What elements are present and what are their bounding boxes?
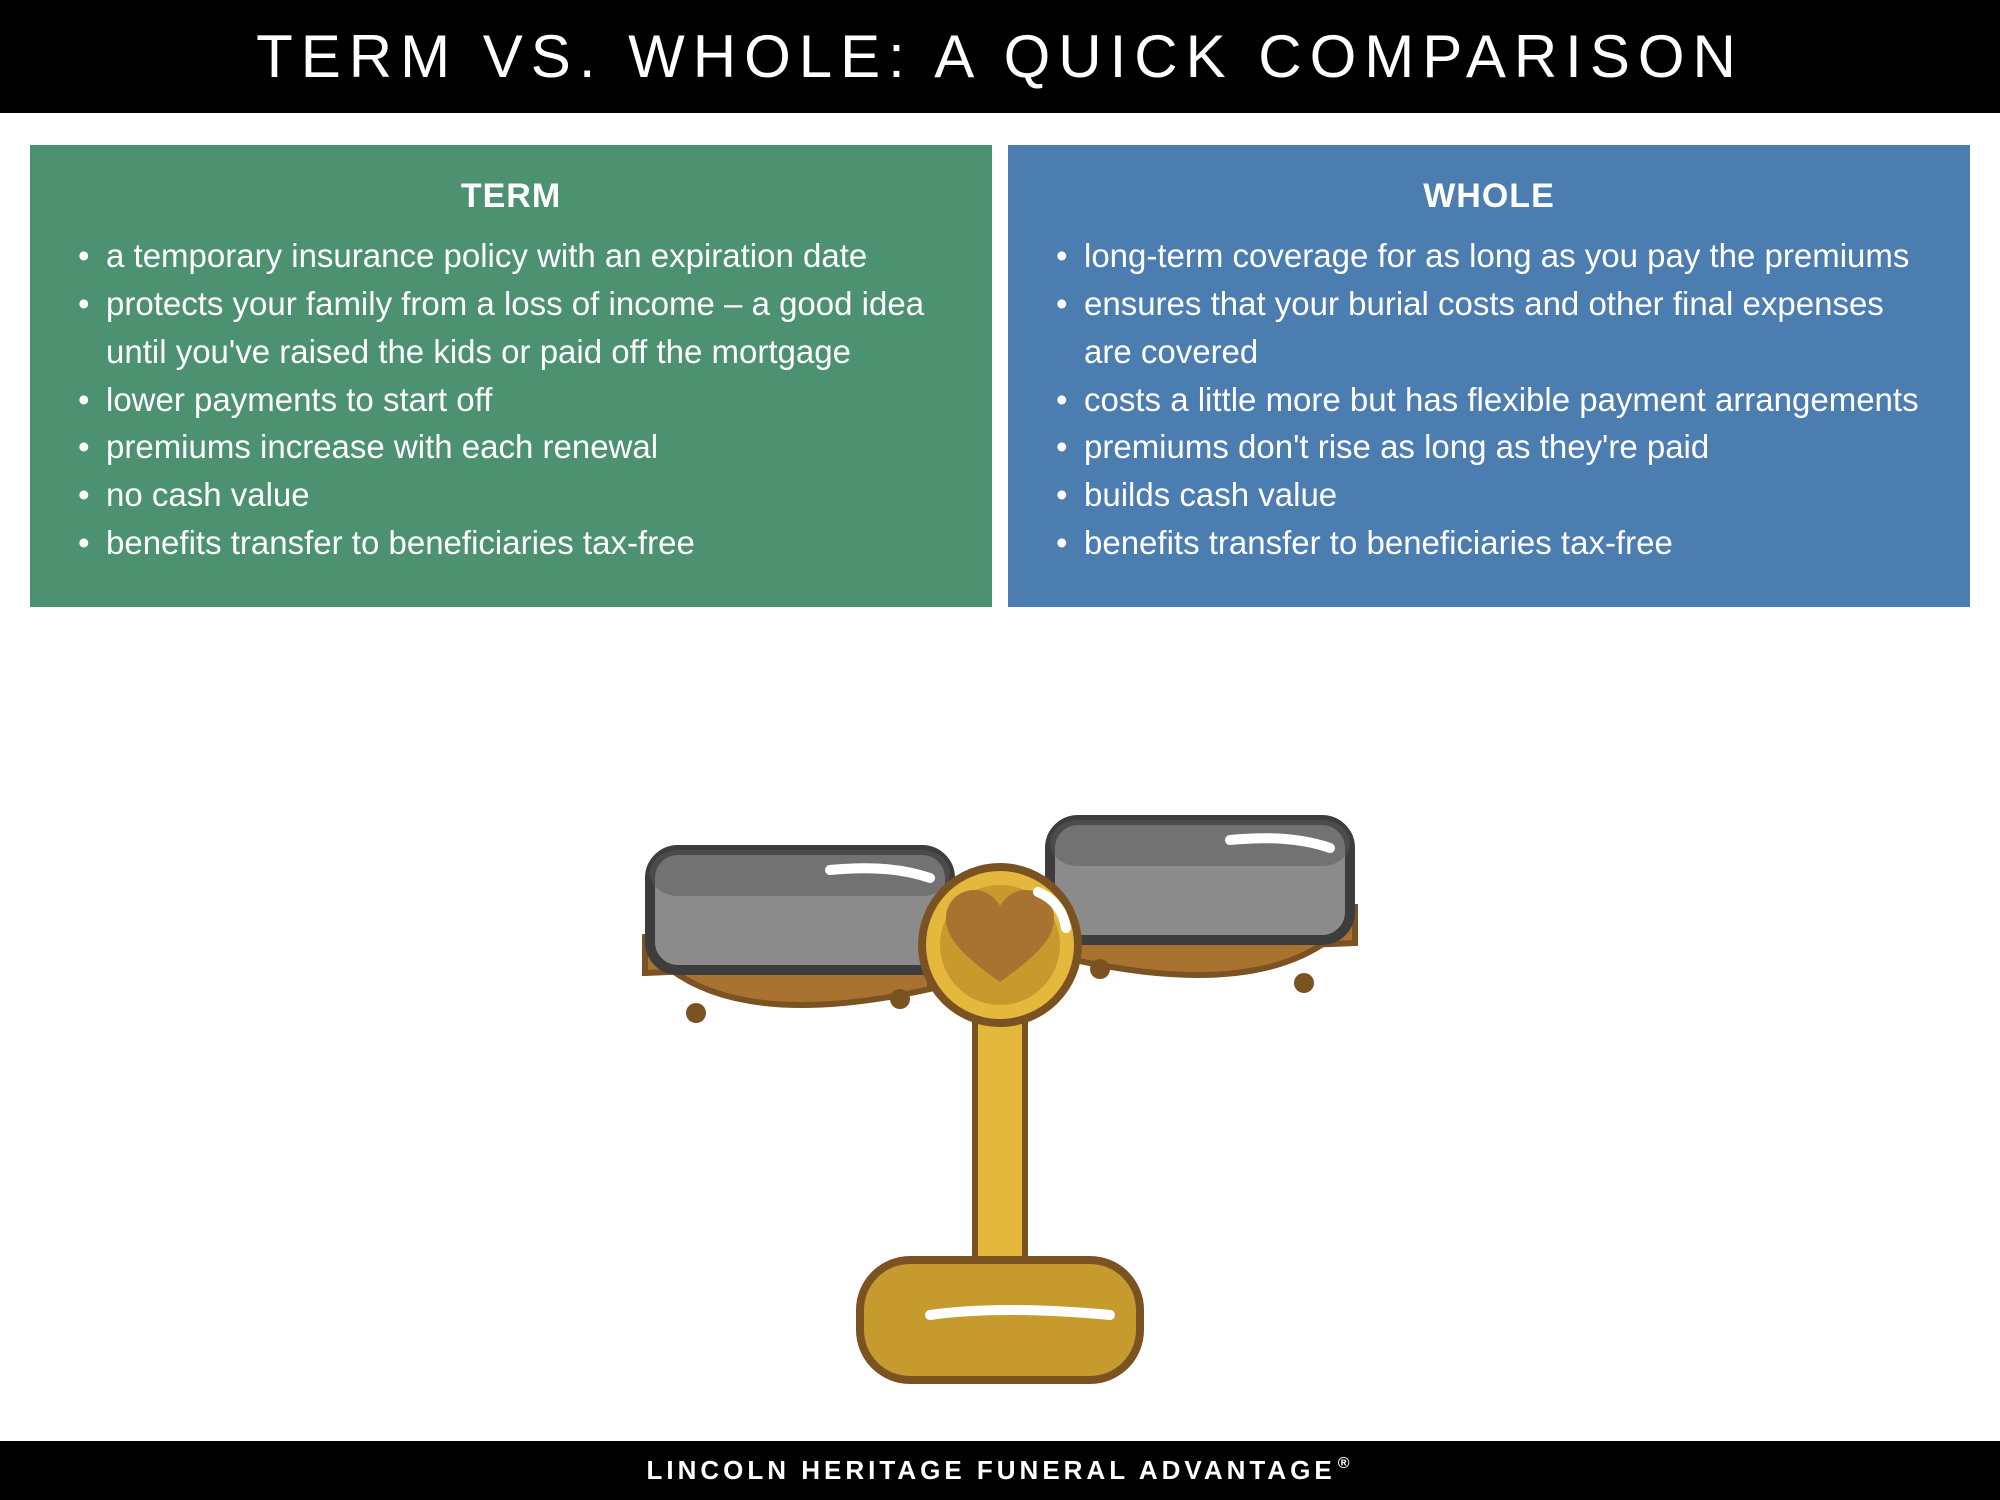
list-item: costs a little more but has flexible pay… <box>1050 376 1934 424</box>
registered-mark: ® <box>1338 1455 1354 1473</box>
list-item: benefits transfer to beneficiaries tax-f… <box>1050 519 1934 567</box>
balance-scale-icon <box>550 760 1450 1400</box>
list-item: long-term coverage for as long as you pa… <box>1050 232 1934 280</box>
list-item: ensures that your burial costs and other… <box>1050 280 1934 376</box>
list-item: benefits transfer to beneficiaries tax-f… <box>72 519 956 567</box>
list-item: a temporary insurance policy with an exp… <box>72 232 956 280</box>
term-card: TERM a temporary insurance policy with a… <box>30 145 992 607</box>
list-item: protects your family from a loss of inco… <box>72 280 956 376</box>
whole-card-title: WHOLE <box>1044 177 1934 216</box>
footer-brand: LINCOLN HERITAGE FUNERAL ADVANTAGE ® <box>646 1455 1353 1486</box>
list-item: premiums increase with each renewal <box>72 423 956 471</box>
header-bar: TERM VS. WHOLE: A QUICK COMPARISON <box>0 0 2000 113</box>
list-item: premiums don't rise as long as they're p… <box>1050 423 1934 471</box>
page-title: TERM VS. WHOLE: A QUICK COMPARISON <box>0 22 2000 91</box>
term-list: a temporary insurance policy with an exp… <box>66 232 956 567</box>
list-item: no cash value <box>72 471 956 519</box>
whole-list: long-term coverage for as long as you pa… <box>1044 232 1934 567</box>
whole-card: WHOLE long-term coverage for as long as … <box>1008 145 1970 607</box>
footer-bar: LINCOLN HERITAGE FUNERAL ADVANTAGE ® <box>0 1441 2000 1500</box>
footer-text: LINCOLN HERITAGE FUNERAL ADVANTAGE <box>646 1455 1335 1486</box>
term-card-title: TERM <box>66 177 956 216</box>
comparison-cards: TERM a temporary insurance policy with a… <box>0 113 2000 607</box>
list-item: builds cash value <box>1050 471 1934 519</box>
list-item: lower payments to start off <box>72 376 956 424</box>
